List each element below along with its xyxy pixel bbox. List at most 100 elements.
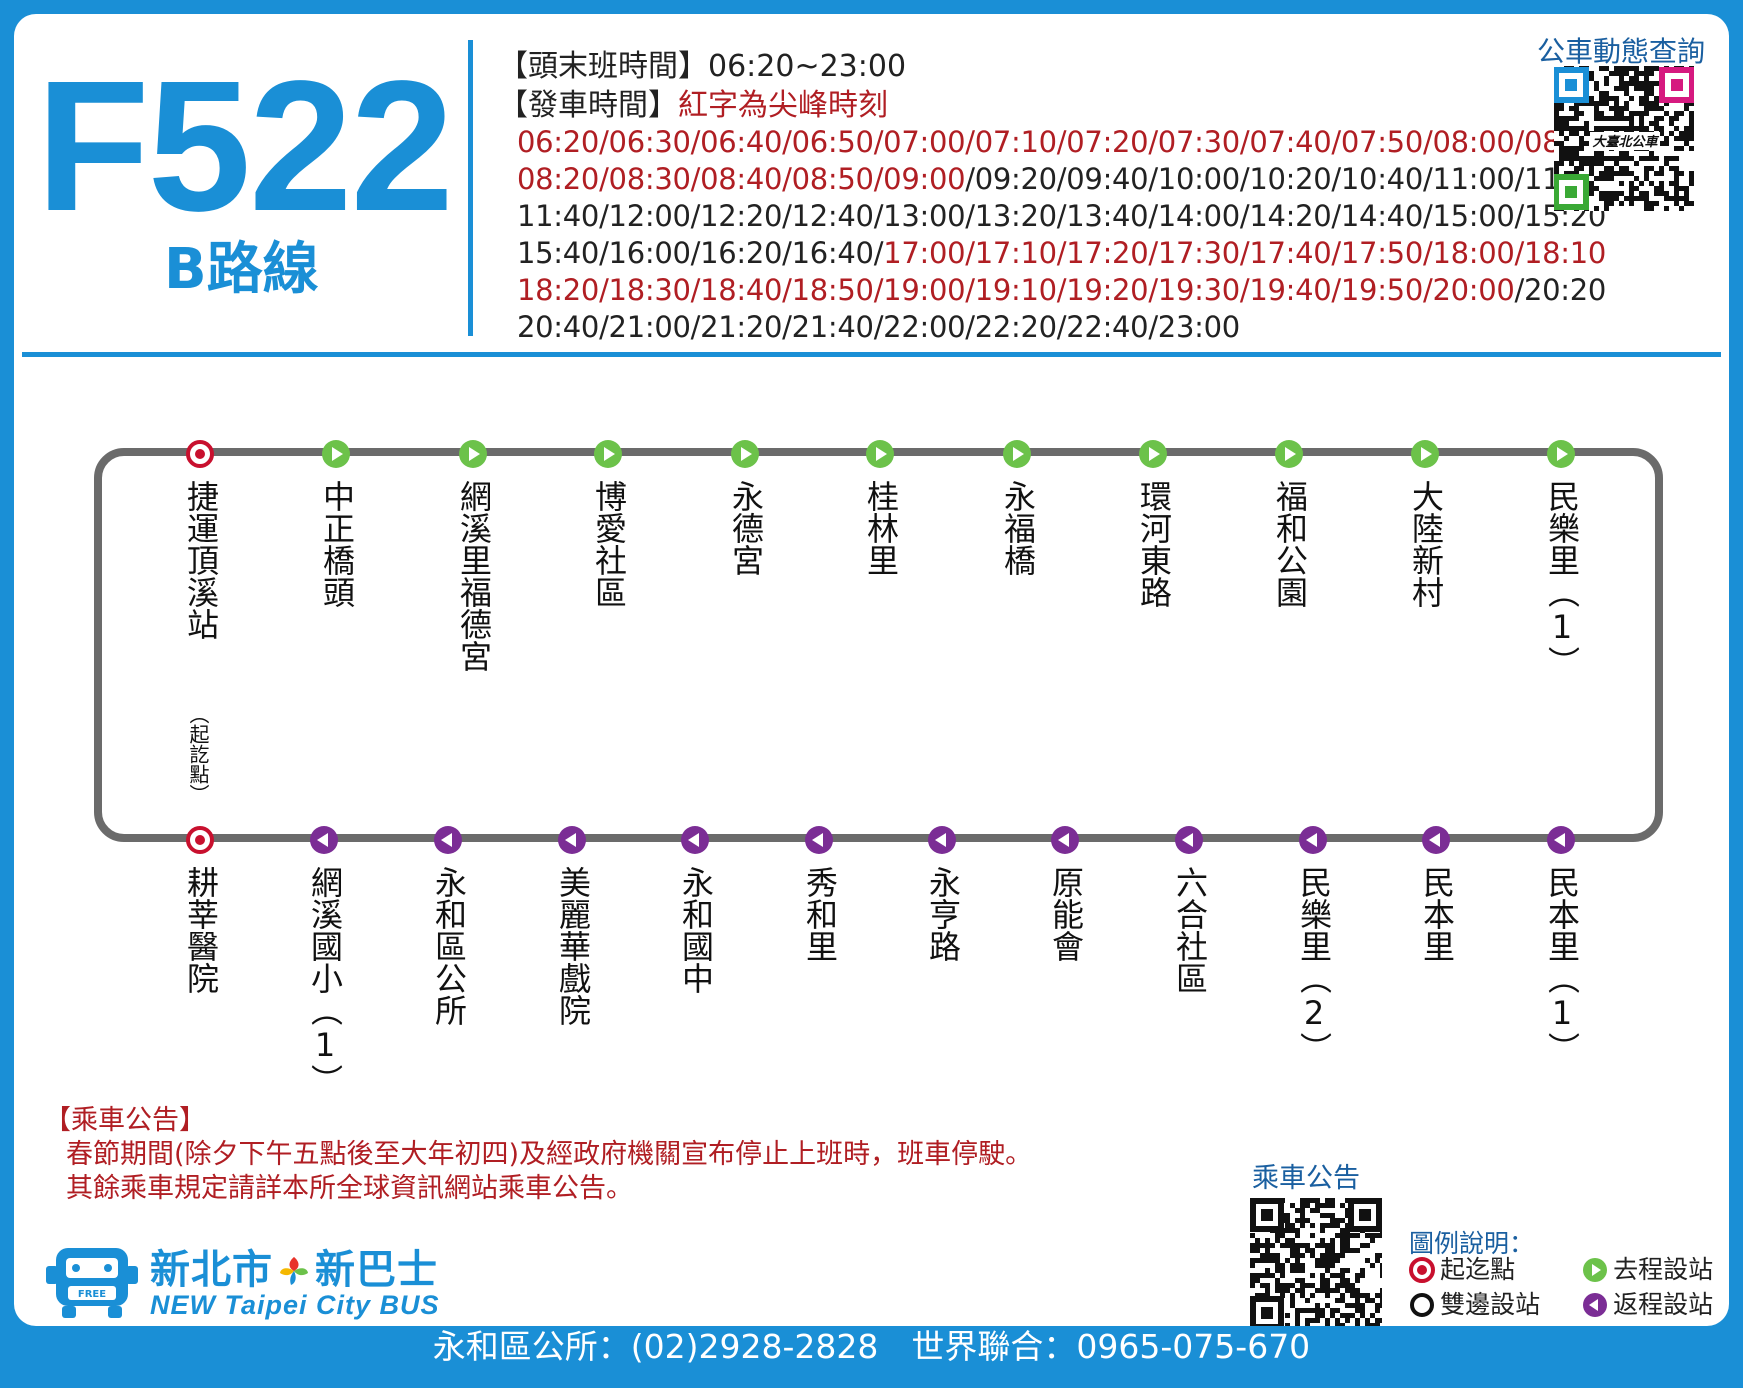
stop-name: 博愛社區 [590,480,628,608]
outbound-icon [731,440,759,468]
stop-name: 福和公園 [1271,480,1309,608]
return-icon [928,826,956,854]
stop-name: 六合社區 [1171,866,1209,994]
schedule-line: 08:20/08:30/08:40/08:50/09:00/09:20/09:4… [517,165,1606,194]
brand-name-zh-a: 新北市 [150,1247,273,1293]
stop-name: 永和區公所 [430,866,468,1026]
realtime-qr-title: 公車動態查詢 [1537,35,1706,68]
stop-name: 環河東路 [1135,480,1173,608]
peak-times: 17:00/17:10/17:20/17:30/17:40/17:50/18:0… [883,236,1607,270]
peak-times: 08:20/08:30/08:40/08:50/09:00 [517,162,966,196]
legend-item-outbound: 去程設站 [1582,1257,1713,1283]
outbound-icon [459,440,487,468]
return-icon [1051,826,1079,854]
notice-line-2: 其餘乘車規定請詳本所全球資訊網站乘車公告。 [66,1173,633,1204]
legend-label-terminal: 起迄點 [1440,1255,1516,1284]
terminal-icon [186,826,214,854]
terminal-icon [1409,1257,1435,1283]
legend-item-terminal: 起迄點 [1409,1257,1515,1283]
stop-name: 耕莘醫院 [182,866,220,994]
stop-name: 民本里（1） [1543,866,1581,1064]
stop-name: 網溪國小（1） [306,866,344,1096]
notice-qr-code[interactable] [1250,1198,1382,1326]
main-divider [22,352,1721,357]
return-icon [1175,826,1203,854]
legend-label-outbound: 去程設站 [1613,1255,1714,1284]
regular-times: /20:20 [1514,273,1607,307]
return-icon [805,826,833,854]
peak-times: 06:20/06:30/06:40/06:50/07:00/07:10/07:2… [517,125,1607,159]
header-divider [468,40,473,336]
legend-item-both: 雙邊設站 [1409,1292,1540,1318]
footer-contact: 永和區公所：(02)2928-2828 世界聯合：0965-075-670 [432,1327,1311,1366]
brand-name-en: NEW Taipei City BUS [150,1290,440,1320]
notice-line-1: 春節期間(除夕下午五點後至大年初四)及經政府機關宣布停止上班時，班車停駛。 [66,1139,1033,1170]
stop-name: 永德宮 [727,480,765,576]
return-icon [434,826,462,854]
stop-name: 大陸新村 [1407,480,1445,608]
route-number: F522 [36,43,454,250]
bus-logo-icon: FREE [46,1248,138,1318]
realtime-qr-code[interactable]: 大臺北公車 [1554,66,1694,211]
outbound-icon [1139,440,1167,468]
stop-name: 民樂里（1） [1543,480,1581,678]
stop-name: 秀和里 [801,866,839,962]
peak-note: 紅字為尖峰時刻 [678,88,888,123]
stop-name: 永亨路 [924,866,962,962]
outbound-icon [1583,1258,1607,1282]
stop-name: 桂林里 [862,480,900,576]
schedule-line: 06:20/06:30/06:40/06:50/07:00/07:10/07:2… [517,128,1606,157]
regular-times: 11:40/12:00/12:20/12:40/13:00/13:20/13:4… [517,199,1607,233]
outbound-icon [594,440,622,468]
stop-name: 捷運頂溪站 [182,480,220,640]
departure-header: 【發車時間】紅字為尖峰時刻 [498,91,888,121]
stop-name: 網溪里福德宮 [455,480,493,672]
return-icon [310,826,338,854]
notice-title: 【乘車公告】 [44,1105,206,1136]
return-icon [1547,826,1575,854]
regular-times: /09:20/09:40/10:00/10:20/10:40/11:00/11:… [965,162,1607,196]
stop-note: （起訖點） [186,704,210,804]
stop-name: 民樂里（2） [1295,866,1333,1064]
outbound-icon [1275,440,1303,468]
peak-times: 18:20/18:30/18:40/18:50/19:00/19:10/19:2… [517,273,1515,307]
leaf-logo-icon [280,1257,308,1285]
outbound-icon [322,440,350,468]
schedule-line: 20:40/21:00/21:20/21:40/22:00/22:20/22:4… [517,313,1240,342]
brand-name-zh: 新北市 新巴士 [150,1237,438,1295]
legend-title: 圖例說明： [1409,1229,1535,1258]
return-icon [558,826,586,854]
legend-label-return: 返程設站 [1613,1290,1714,1319]
first-last-value: 06:20~23:00 [708,49,907,84]
schedule-line: 11:40/12:00/12:20/12:40/13:00/13:20/13:4… [517,202,1606,231]
schedule-line: 18:20/18:30/18:40/18:50/19:00/19:10/19:2… [517,276,1606,305]
regular-times: 20:40/21:00/21:20/21:40/22:00/22:20/22:4… [517,310,1240,344]
bus-badge-text: FREE [78,1289,106,1300]
stop-name: 民本里 [1418,866,1456,962]
notice-qr-title: 乘車公告 [1252,1163,1360,1194]
regular-times: 15:40/16:00/16:20/16:40/ [517,236,884,270]
outbound-icon [866,440,894,468]
stop-name: 原能會 [1047,866,1085,962]
return-icon [681,826,709,854]
brand-name-zh-b: 新巴士 [315,1247,438,1293]
stop-name: 永福橋 [999,480,1037,576]
outbound-icon [1003,440,1031,468]
stop-name: 美麗華戲院 [554,866,592,1026]
return-icon [1299,826,1327,854]
outbound-icon [1411,440,1439,468]
qr-logo-text: 大臺北公車 [1592,134,1659,150]
stop-name: 永和國中 [677,866,715,994]
both-ways-icon [1410,1293,1434,1317]
legend-label-both: 雙邊設站 [1440,1290,1541,1319]
terminal-icon [186,440,214,468]
return-icon [1583,1293,1607,1317]
legend-item-return: 返程設站 [1582,1292,1713,1318]
schedule-line: 15:40/16:00/16:20/16:40/17:00/17:10/17:2… [517,239,1606,268]
first-last-label: 【頭末班時間】 [498,49,708,84]
route-subtitle: B路線 [164,237,319,302]
route-card: F522 B路線 【頭末班時間】06:20~23:00 【發車時間】紅字為尖峰時… [14,14,1729,1326]
first-last-times: 【頭末班時間】06:20~23:00 [498,52,906,82]
departure-label: 【發車時間】 [498,88,678,123]
return-icon [1422,826,1450,854]
